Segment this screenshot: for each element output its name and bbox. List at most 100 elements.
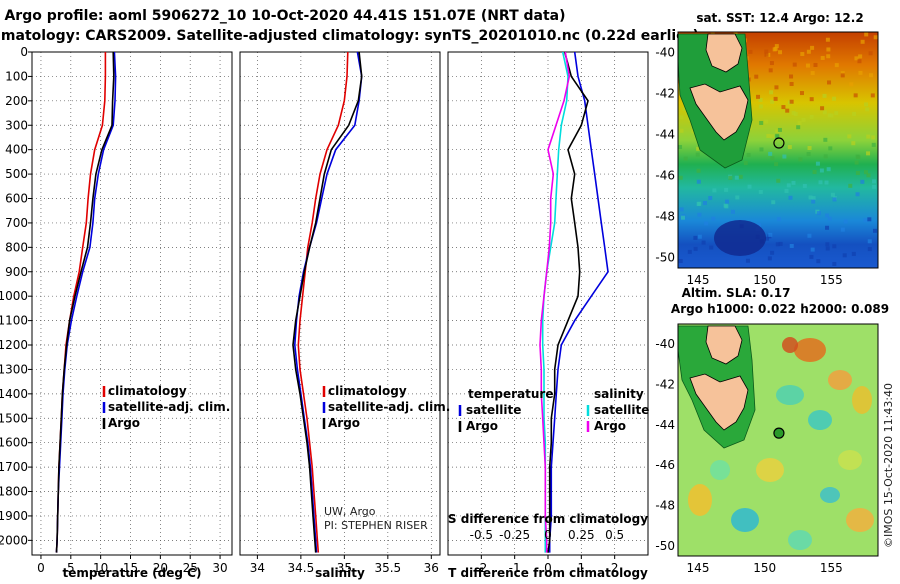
map-y-tick-label: -46 [655, 458, 675, 472]
figure-title-line1: Argo profile: aoml 5906272_10 10-Oct-202… [4, 8, 565, 24]
tasmania-landmass [689, 373, 749, 431]
sst-pixel [872, 179, 877, 184]
legend-label: satellite-adj. clim. [328, 400, 450, 414]
sst-pixel [854, 56, 859, 61]
sst-pixel [863, 170, 868, 175]
sst-pixel [865, 107, 870, 112]
map-x-tick-label: 155 [820, 273, 843, 287]
legend-label: Argo [328, 416, 360, 430]
x-tick-label: 0 [544, 561, 552, 575]
x-tick-label: -2 [475, 561, 487, 575]
map-x-tick-label: 150 [753, 273, 776, 287]
map-x-tick-label: 145 [687, 273, 710, 287]
map-y-tick-label: -50 [655, 539, 675, 553]
sst-pixel [734, 175, 739, 180]
sst-pixel [738, 174, 743, 179]
sst-pixel [866, 151, 871, 156]
x-tick-label: 25 [183, 561, 198, 575]
depth-tick-label: 100 [5, 69, 28, 83]
sst-pixel [867, 217, 872, 222]
sst-pixel [809, 97, 814, 102]
map-y-tick-label: -46 [655, 169, 675, 183]
x-axis-label: T difference from climatology [448, 566, 648, 580]
sst-pixel [873, 35, 878, 40]
x-tick-label: 30 [212, 561, 227, 575]
map-y-tick-label: -40 [655, 46, 675, 60]
legend-label: satellite [594, 403, 649, 417]
depth-tick-label: 1700 [0, 460, 28, 474]
x-tick-label-top: 0.5 [605, 528, 624, 542]
sla-anomaly-blob [731, 508, 759, 532]
sst-pixel [678, 175, 683, 180]
sst-pixel [724, 187, 729, 192]
sst-pixel [828, 146, 833, 151]
sst-pixel [711, 216, 716, 221]
sst-pixel [747, 184, 752, 189]
sst-pixel [696, 146, 701, 151]
sst-pixel [824, 180, 829, 185]
sst-pixel [743, 161, 748, 166]
sst-pixel [840, 71, 845, 76]
sst-pixel [765, 236, 770, 241]
sst-pixel [770, 250, 775, 255]
sst-pixel [800, 52, 805, 57]
depth-tick-label: 0 [20, 45, 28, 59]
sst-pixel [708, 196, 713, 201]
x-axis-label-top: S difference from climatology [448, 512, 648, 526]
sst-pixel [768, 232, 773, 237]
x-axis-label: salinity [315, 566, 365, 580]
legend-label: climatology [108, 384, 187, 398]
series-line-s-argo [539, 51, 571, 553]
sst-pixel [820, 106, 825, 111]
sst-pixel [832, 244, 837, 249]
sst-pixel [863, 218, 868, 223]
sla-anomaly-blob [828, 370, 852, 390]
sst-pixel [778, 50, 783, 55]
sst-pixel [687, 249, 692, 254]
depth-tick-label: 1400 [0, 387, 28, 401]
sst-pixel [825, 242, 830, 247]
sst-pixel [832, 197, 837, 202]
sst-pixel [851, 251, 856, 256]
sst-pixel [789, 81, 794, 86]
map-y-tick-label: -48 [655, 499, 675, 513]
sst-pixel [823, 154, 828, 159]
x-tick-label: 35 [337, 561, 352, 575]
sst-pixel [832, 96, 837, 101]
sst-pixel [777, 127, 782, 132]
sst-pixel [855, 171, 860, 176]
sst-pixel [825, 37, 830, 42]
sst-pixel [870, 93, 875, 98]
sst-pixel [696, 168, 701, 173]
sst-pixel [815, 161, 820, 166]
sst-pixel [771, 200, 776, 205]
x-tick-label-top: 0 [544, 528, 552, 542]
sst-pixel [822, 110, 827, 115]
sst-pixel [774, 162, 779, 167]
sst-pixel [682, 107, 687, 112]
sst-pixel [782, 154, 787, 159]
series-line-t-satellite [548, 51, 609, 553]
sst-pixel [807, 145, 812, 150]
depth-tick-label: 1200 [0, 338, 28, 352]
map-y-tick-label: -40 [655, 337, 675, 351]
map-x-tick-label: 145 [687, 561, 710, 575]
sla-map-subtitle: Argo h1000: 0.022 h2000: 0.089 [671, 302, 889, 316]
sst-pixel [854, 160, 859, 165]
sla-anomaly-blob [776, 385, 804, 405]
sst-pixel [827, 216, 832, 221]
x-tick-label: 15 [123, 561, 138, 575]
series-line-satellite-adj-clim- [293, 51, 363, 553]
depth-tick-label: 2000 [0, 533, 28, 547]
sst-pixel [789, 99, 794, 104]
depth-tick-label: 1500 [0, 411, 28, 425]
map-y-tick-label: -44 [655, 128, 675, 142]
sst-pixel [802, 183, 807, 188]
legend-title-temperature: temperature [468, 387, 553, 401]
sst-pixel [810, 71, 815, 76]
sst-pixel [834, 63, 839, 68]
sst-pixel [840, 73, 845, 78]
sla-anomaly-blob [788, 530, 812, 550]
sst-pixel [868, 51, 873, 56]
